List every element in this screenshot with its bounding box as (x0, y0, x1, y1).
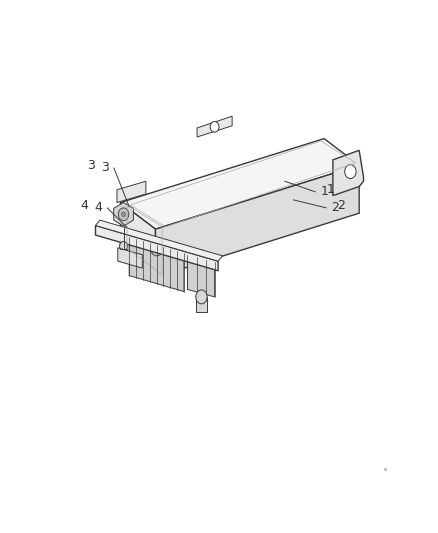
Text: 3: 3 (101, 161, 109, 174)
Circle shape (154, 245, 160, 252)
Polygon shape (187, 255, 215, 297)
Polygon shape (120, 203, 155, 277)
Text: 4: 4 (81, 199, 88, 212)
Polygon shape (187, 249, 219, 262)
Polygon shape (95, 220, 223, 261)
Text: 1: 1 (326, 183, 334, 196)
Polygon shape (95, 225, 218, 271)
Circle shape (118, 208, 129, 221)
Text: 4: 4 (94, 201, 102, 214)
Polygon shape (333, 150, 364, 196)
Circle shape (120, 241, 127, 251)
Circle shape (345, 165, 356, 179)
Circle shape (199, 253, 203, 259)
Polygon shape (118, 248, 142, 268)
Polygon shape (129, 231, 189, 253)
Text: 1: 1 (321, 185, 328, 198)
Circle shape (151, 241, 163, 256)
Polygon shape (196, 297, 207, 312)
Circle shape (196, 250, 206, 262)
Polygon shape (113, 203, 134, 226)
Text: 2: 2 (332, 201, 339, 214)
Text: 3: 3 (87, 159, 95, 172)
Circle shape (210, 122, 219, 132)
Circle shape (196, 290, 207, 304)
Text: 2: 2 (337, 199, 345, 212)
Polygon shape (129, 237, 184, 292)
Polygon shape (120, 139, 359, 229)
Polygon shape (117, 181, 146, 203)
Polygon shape (155, 165, 359, 277)
Polygon shape (197, 116, 232, 137)
Circle shape (122, 212, 125, 216)
